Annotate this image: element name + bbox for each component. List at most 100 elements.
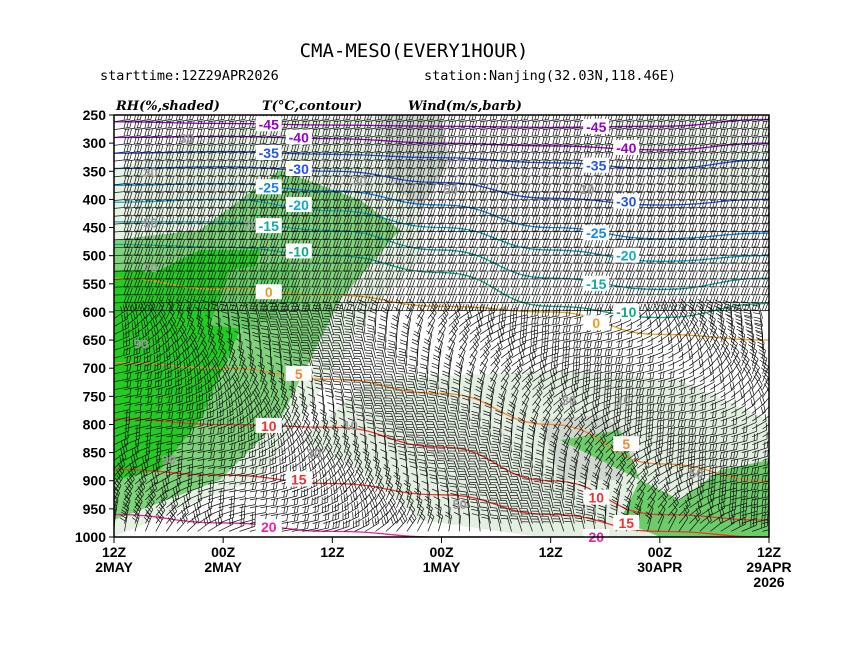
wind-barb	[323, 240, 342, 249]
wind-barb	[281, 279, 301, 288]
wind-barb	[710, 247, 729, 257]
wind-barb	[689, 464, 706, 477]
wind-barb	[319, 409, 327, 430]
wind-barb	[532, 287, 552, 296]
wind-barb	[134, 403, 153, 414]
wind-barb	[187, 426, 205, 438]
wind-barb	[459, 247, 478, 257]
wind-barb	[197, 494, 213, 509]
wind-barb	[451, 386, 460, 406]
wind-barb	[145, 370, 162, 383]
wind-barb	[427, 271, 447, 280]
wind-barb	[637, 271, 656, 280]
wind-barb	[462, 512, 471, 532]
wind-barb	[378, 441, 387, 461]
wind-barb	[668, 120, 687, 130]
wind-barb	[134, 216, 154, 225]
wind-barb	[145, 255, 164, 264]
wind-barb	[710, 480, 727, 493]
wind-barb	[678, 403, 697, 414]
wind-barb	[490, 306, 507, 320]
wind-barb	[396, 513, 408, 532]
wind-barb	[155, 255, 175, 264]
wind-barb	[469, 160, 488, 170]
wind-barb	[678, 216, 698, 225]
wind-barb	[699, 192, 719, 201]
wind-barb	[747, 338, 756, 359]
wind-barb	[689, 271, 708, 280]
wind-barb	[134, 379, 153, 390]
wind-barb	[731, 517, 746, 532]
wind-barb	[145, 433, 162, 446]
wind-barb	[595, 176, 614, 186]
wind-barb	[134, 232, 154, 241]
wind-barb	[239, 457, 257, 469]
wind-barb	[312, 477, 328, 493]
wind-barb	[300, 318, 314, 335]
wind-barb	[584, 405, 599, 422]
wind-barb	[752, 216, 769, 225]
wind-barb	[657, 192, 677, 201]
wind-barb	[678, 128, 697, 138]
wind-barb	[124, 224, 143, 233]
wind-barb	[647, 418, 665, 430]
wind-barb	[381, 456, 389, 477]
wind-barb	[333, 271, 353, 280]
wind-barb	[542, 120, 561, 130]
wind-barb	[637, 371, 655, 383]
wind-barb	[344, 396, 355, 414]
isotherm-label: 10	[588, 490, 604, 506]
wind-barb	[480, 184, 499, 193]
wind-barb	[678, 442, 696, 453]
wind-barb	[396, 287, 416, 296]
wind-barb	[260, 200, 279, 209]
wind-barb	[720, 176, 739, 186]
wind-barb	[281, 521, 299, 532]
wind-barb	[741, 232, 761, 241]
wind-barb	[195, 314, 203, 335]
wind-barb	[678, 240, 698, 249]
wind-barb	[249, 457, 267, 469]
wind-barb	[595, 356, 613, 367]
wind-barb	[124, 144, 143, 154]
wind-barb	[647, 279, 667, 288]
wind-barb	[145, 403, 163, 414]
wind-barb	[710, 409, 727, 422]
wind-barb	[605, 120, 624, 130]
wind-barb	[275, 362, 283, 382]
isotherm-label: -30	[289, 161, 309, 177]
wind-barb	[187, 168, 206, 178]
legend-temperature: T(°C,contour)	[262, 99, 362, 114]
wind-barb	[699, 176, 718, 186]
wind-barb	[605, 287, 625, 296]
wind-barb	[374, 464, 382, 485]
wind-barb	[752, 279, 769, 288]
wind-barb	[228, 354, 237, 374]
wind-barb	[710, 176, 729, 186]
wind-barb	[114, 120, 132, 130]
y-tick-label: 650	[83, 332, 107, 348]
wind-barb	[647, 128, 666, 138]
wind-barb	[584, 370, 602, 383]
wind-barb	[312, 365, 324, 382]
wind-barb	[469, 287, 489, 296]
wind-barb	[406, 287, 426, 296]
wind-barb	[438, 176, 457, 186]
wind-barb	[406, 144, 425, 154]
wind-barb	[459, 287, 478, 296]
wind-barb	[657, 168, 677, 178]
wind-barb	[114, 302, 128, 319]
rh-contour-label: 70	[243, 218, 257, 233]
wind-barb	[726, 314, 734, 335]
wind-barb	[731, 128, 750, 138]
wind-barb	[270, 393, 280, 414]
wind-barb	[668, 263, 688, 272]
wind-barb	[312, 486, 328, 501]
wind-barb	[728, 330, 737, 351]
wind-barb	[208, 303, 227, 312]
wind-barb	[124, 395, 142, 406]
wind-barb	[678, 255, 698, 264]
wind-barb	[668, 255, 687, 264]
rh-shading	[114, 115, 769, 537]
wind-barb	[260, 505, 278, 516]
